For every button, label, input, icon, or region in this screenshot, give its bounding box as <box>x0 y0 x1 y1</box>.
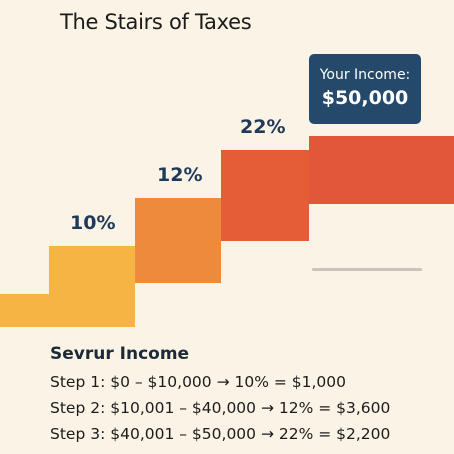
page-title: The Stairs of Taxes <box>60 10 252 34</box>
rate-label-10: 10% <box>70 212 116 234</box>
summary-title: Sevrur Income <box>50 344 190 364</box>
income-value: $50,000 <box>321 87 409 109</box>
your-income-box: Your Income: $50,000 <box>309 54 421 124</box>
rate-label-12: 12% <box>157 164 203 186</box>
step-22-percent <box>221 150 309 241</box>
income-label: Your Income: <box>319 67 411 83</box>
step-10-percent <box>49 246 135 327</box>
summary-line-step-2: Step 2: $10,001 – $40,000 → 12% = $3,600 <box>50 399 391 417</box>
summary-line-step-1: Step 1: $0 – $10,000 → 10% = $1,000 <box>50 373 347 391</box>
income-summary: Sevrur Income Step 1: $0 – $10,000 → 10%… <box>50 344 390 447</box>
base-step <box>0 294 50 327</box>
rate-label-22: 22% <box>240 116 286 138</box>
income-step <box>309 136 454 204</box>
step-12-percent <box>135 198 221 283</box>
summary-line-step-3: Step 3: $40,001 – $50,000 → 22% = $2,200 <box>50 425 391 443</box>
divider-line <box>312 268 422 271</box>
